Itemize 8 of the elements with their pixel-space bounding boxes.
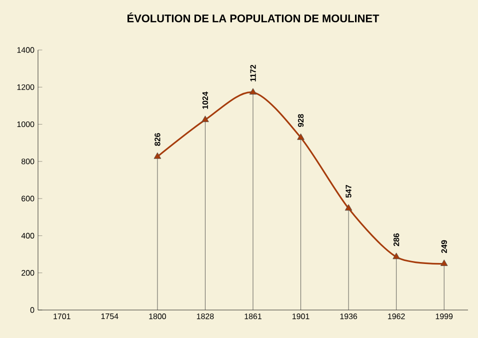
chart-title: ÉVOLUTION DE LA POPULATION DE MOULINET — [128, 12, 380, 22]
point — [202, 116, 209, 122]
point — [440, 260, 448, 266]
point — [392, 252, 400, 260]
point — [344, 204, 352, 211]
point — [154, 152, 162, 159]
point — [297, 133, 304, 140]
point — [249, 88, 257, 95]
